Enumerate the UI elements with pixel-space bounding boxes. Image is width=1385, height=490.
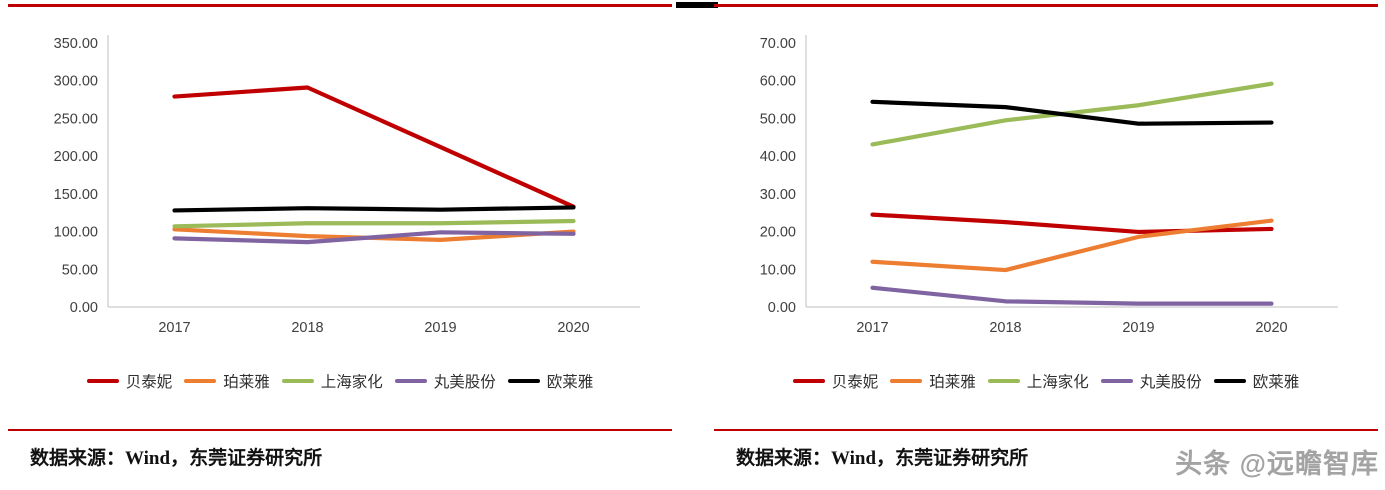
- legend-label: 珀莱雅: [929, 374, 976, 391]
- legend-label: 贝泰妮: [125, 374, 173, 391]
- legend-item: 欧莱雅: [507, 370, 594, 392]
- legend-label: 欧莱雅: [546, 374, 594, 391]
- y-axis-tick-label: 200.00: [54, 149, 98, 165]
- panel-top-red-rule-right: [714, 4, 1378, 7]
- series-line-3: [172, 230, 576, 245]
- legend-line-swatch: [1100, 378, 1133, 384]
- x-axis-tick-label: 2017: [158, 320, 190, 336]
- x-axis-tick-label: 2019: [1122, 320, 1154, 336]
- y-axis-tick-label: 350.00: [54, 36, 98, 52]
- legend-line-swatch: [86, 378, 119, 384]
- series-line-2: [172, 218, 576, 229]
- y-axis-tick-label: 10.00: [760, 262, 796, 278]
- line-chart-left: 0.00 50.00 100.00 150.00 200.00 250.00 300.00 3…: [54, 35, 640, 336]
- legend-label: 上海家化: [320, 374, 383, 391]
- legend-item: 珀莱雅: [890, 370, 976, 392]
- watermark-text: 头条 @远瞻智库: [1175, 449, 1379, 479]
- legend-item: 贝泰妮: [86, 370, 173, 392]
- y-axis-tick-label: 60.00: [760, 74, 796, 90]
- legend-item: 丸美股份: [394, 370, 496, 392]
- y-axis-tick-label: 30.00: [760, 187, 796, 203]
- legend-item: 贝泰妮: [792, 370, 879, 392]
- x-axis-tick-label: 2020: [557, 320, 589, 336]
- legend-line-swatch: [792, 378, 825, 384]
- series-line-3: [870, 285, 1274, 306]
- data-source-right: 数据来源：Wind，东莞证券研究所: [736, 448, 1029, 469]
- legend-item: 上海家化: [987, 370, 1089, 392]
- x-axis-tick-label: 2017: [856, 320, 888, 336]
- top-center-black-rule: [676, 2, 718, 8]
- y-axis-tick-label: 40.00: [760, 149, 796, 165]
- y-axis-tick-label: 250.00: [54, 111, 98, 127]
- x-axis-tick-label: 2018: [291, 320, 323, 336]
- legend-label: 丸美股份: [433, 374, 496, 391]
- series-line-0: [172, 85, 576, 209]
- legend-label: 上海家化: [1026, 374, 1089, 391]
- y-axis-tick-label: 50.00: [760, 111, 796, 127]
- legend-item: 上海家化: [281, 370, 383, 392]
- y-axis-tick-label: 0.00: [70, 300, 98, 316]
- y-axis-tick-label: 20.00: [760, 225, 796, 241]
- line-chart-right: 0.00 10.00 20.00 30.00 40.00 50.00 60.00 70.00 2…: [760, 35, 1338, 336]
- series-line-1: [870, 218, 1274, 273]
- chart-panel-left: 0.00 50.00 100.00 150.00 200.00 250.00 300.00 3…: [8, 0, 672, 470]
- x-axis-tick-label: 2018: [989, 320, 1021, 336]
- series-line-4: [870, 99, 1274, 126]
- legend-line-swatch: [507, 378, 540, 384]
- chart-legend-left: 贝泰妮 珀莱雅 上海家化 丸美股份 欧莱雅: [8, 361, 672, 401]
- y-axis-tick-label: 0.00: [768, 300, 796, 316]
- legend-line-swatch: [184, 378, 217, 384]
- chart-legend-right: 贝泰妮 珀莱雅 上海家化 丸美股份 欧莱雅: [714, 361, 1378, 401]
- legend-item: 欧莱雅: [1213, 370, 1300, 392]
- legend-line-swatch: [890, 378, 923, 384]
- legend-line-swatch: [1213, 378, 1246, 384]
- legend-label: 珀莱雅: [223, 374, 270, 391]
- legend-label: 欧莱雅: [1252, 374, 1300, 391]
- legend-label: 贝泰妮: [831, 374, 879, 391]
- legend-item: 珀莱雅: [184, 370, 270, 392]
- y-axis-tick-label: 70.00: [760, 36, 796, 52]
- source-divider-right: [714, 429, 1378, 431]
- x-axis-tick-label: 2020: [1255, 320, 1287, 336]
- legend-line-swatch: [281, 378, 314, 384]
- y-axis-tick-label: 300.00: [54, 74, 98, 90]
- legend-item: 丸美股份: [1100, 370, 1202, 392]
- y-axis-tick-label: 50.00: [62, 262, 98, 278]
- source-divider-left: [8, 429, 672, 431]
- panel-top-red-rule-left: [8, 4, 672, 7]
- series-line-4: [172, 205, 576, 213]
- y-axis-tick-label: 150.00: [54, 187, 98, 203]
- legend-line-swatch: [394, 378, 427, 384]
- x-axis-tick-label: 2019: [424, 320, 456, 336]
- data-source-left: 数据来源：Wind，东莞证券研究所: [30, 448, 323, 469]
- y-axis-tick-label: 100.00: [54, 225, 98, 241]
- legend-line-swatch: [987, 378, 1020, 384]
- series-line-2: [870, 81, 1274, 147]
- legend-label: 丸美股份: [1139, 374, 1202, 391]
- chart-panel-right: 0.00 10.00 20.00 30.00 40.00 50.00 60.00 70.00 2…: [714, 0, 1378, 470]
